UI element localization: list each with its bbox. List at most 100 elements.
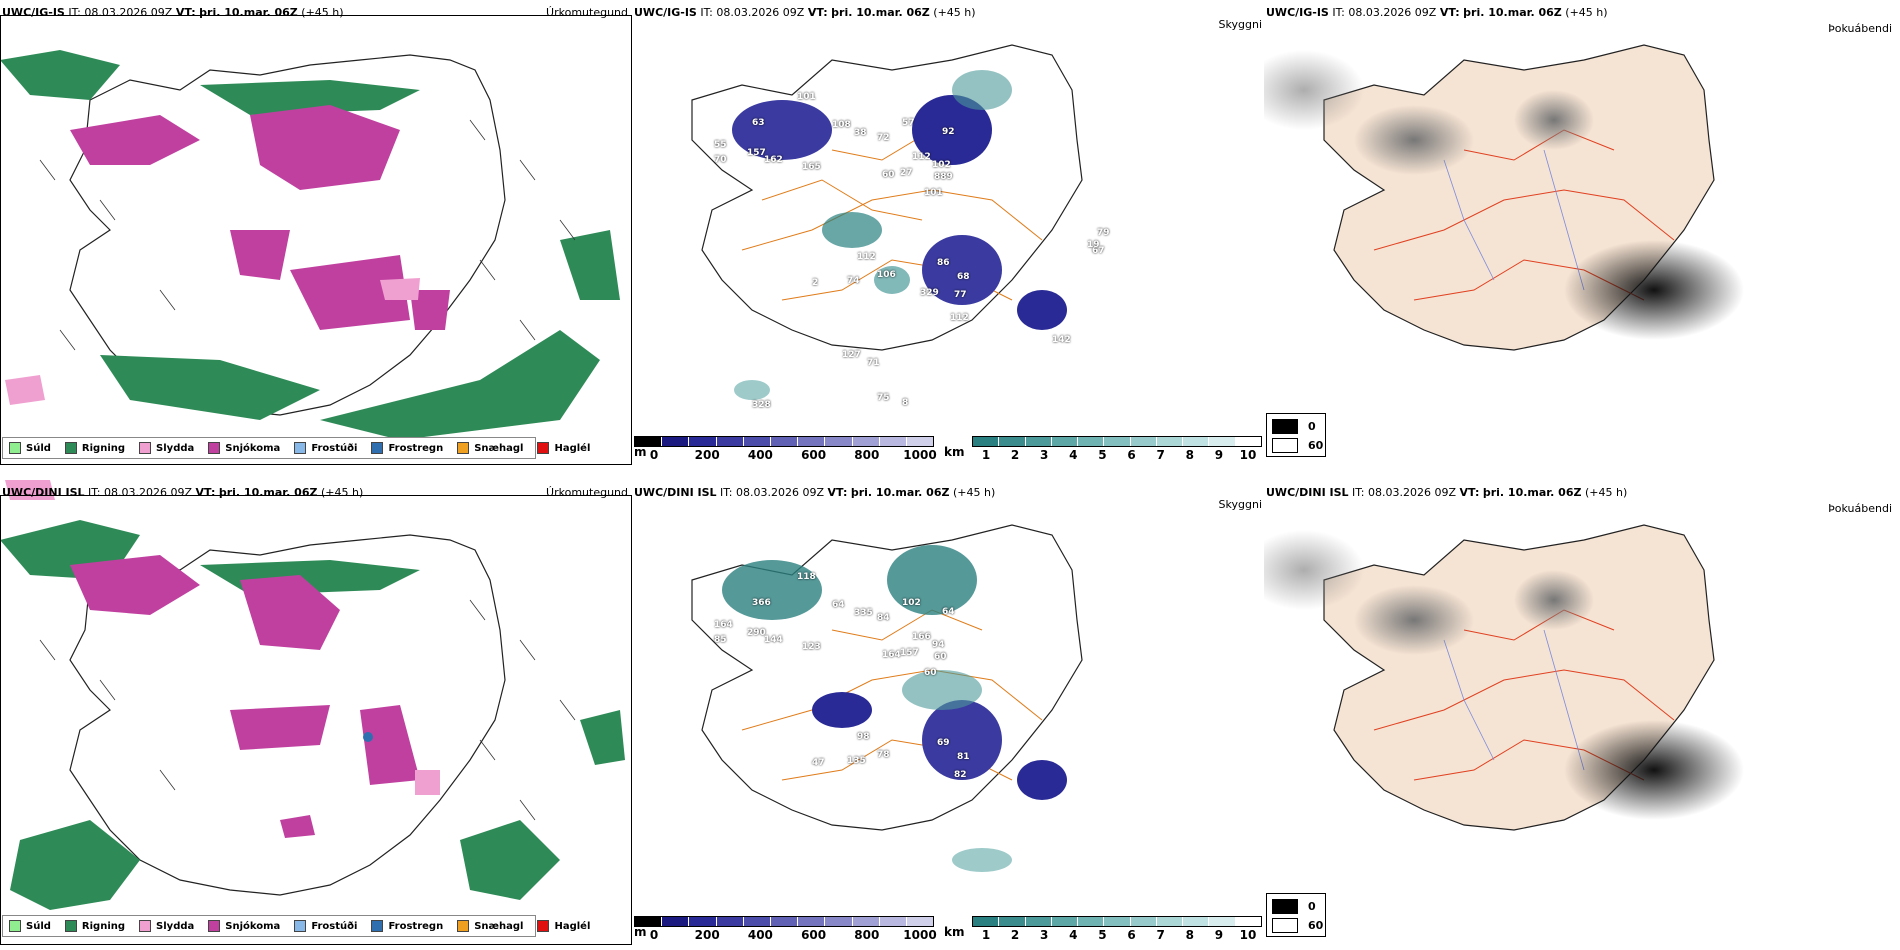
vis-value-label: 2 bbox=[812, 278, 819, 288]
snow-area bbox=[70, 115, 200, 165]
iceland-outline bbox=[69, 534, 506, 896]
scale-tick: 8 bbox=[1185, 448, 1194, 462]
scale-swatch bbox=[1183, 917, 1210, 926]
scale-swatch bbox=[1130, 437, 1157, 446]
legend-swatch bbox=[64, 442, 77, 454]
scale-tick: 7 bbox=[1156, 448, 1165, 462]
vis-value-label: 889 bbox=[934, 172, 953, 182]
cloud-legend-label: 60 bbox=[1308, 439, 1324, 452]
scale-swatch bbox=[973, 437, 1000, 446]
scale-swatch bbox=[743, 917, 771, 926]
scale-swatch bbox=[999, 917, 1026, 926]
scale-swatch bbox=[1104, 437, 1131, 446]
scale-swatch bbox=[852, 917, 880, 926]
scale-tick: 800 bbox=[854, 448, 880, 462]
legend-label: Slydda bbox=[156, 442, 195, 454]
scale-tick: 0 bbox=[649, 928, 659, 942]
vis-value-label: 79 bbox=[1097, 228, 1110, 238]
scale-swatch bbox=[770, 437, 799, 446]
vis-value-label: 108 bbox=[832, 120, 851, 130]
cloud-legend-row: 0 bbox=[1272, 899, 1316, 914]
vis-value-label: 164 bbox=[714, 620, 733, 630]
scale-swatch bbox=[1235, 437, 1261, 446]
precip-header: UWC/IG-IS IT: 08.03.2026 09Z VT: þri. 10… bbox=[2, 6, 344, 19]
vis-value-label: 71 bbox=[867, 358, 880, 368]
cloud-legend-label: 60 bbox=[1308, 919, 1324, 932]
scale-swatch bbox=[1078, 917, 1105, 926]
rain-area bbox=[10, 820, 140, 910]
scale-swatch bbox=[999, 437, 1026, 446]
legend-label: Snæhagl bbox=[474, 920, 524, 932]
vis-unit: km bbox=[944, 445, 965, 459]
vis-value-label: 8 bbox=[902, 398, 909, 408]
height-unit: m bbox=[634, 925, 647, 939]
scale-tick: 6 bbox=[1127, 928, 1136, 942]
vis-value-label: 77 bbox=[954, 290, 967, 300]
scale-swatch bbox=[1183, 437, 1210, 446]
legend-label: Snæhagl bbox=[474, 442, 524, 454]
scale-swatch bbox=[716, 917, 744, 926]
precip-title: Úrkomutegund bbox=[546, 486, 628, 499]
freezing-rain-spot bbox=[363, 732, 373, 742]
scale-swatch bbox=[689, 917, 717, 926]
scale-tick: 5 bbox=[1098, 448, 1107, 462]
vis-value-label: 102 bbox=[902, 598, 921, 608]
vis-value-label: 123 bbox=[802, 642, 821, 652]
scale-swatch bbox=[1051, 917, 1079, 926]
legend-item: Frostregn bbox=[371, 442, 443, 454]
scale-swatch bbox=[1209, 917, 1236, 926]
cloud-header: UWC/DINI ISL IT: 08.03.2026 09Z VT: þri.… bbox=[1266, 486, 1628, 499]
scale-tick: 200 bbox=[694, 448, 720, 462]
legend-item: Haglél bbox=[537, 920, 590, 932]
scale-tick: 9 bbox=[1214, 928, 1224, 942]
vis-value-label: 101 bbox=[797, 92, 816, 102]
scale-swatch bbox=[1130, 917, 1157, 926]
vis-value-label: 27 bbox=[900, 168, 913, 178]
scale-tick: 200 bbox=[694, 928, 720, 942]
legend-label: Frostregn bbox=[388, 442, 444, 454]
precip-map-top bbox=[0, 50, 620, 440]
fog-area bbox=[1264, 530, 1364, 610]
vis-value-label: 64 bbox=[942, 607, 955, 617]
fog-area bbox=[1514, 570, 1594, 630]
vis-value-label: 57 bbox=[902, 118, 915, 128]
vis-value-label: 142 bbox=[1052, 335, 1071, 345]
vis-value-label: 328 bbox=[752, 400, 771, 410]
scale-swatch bbox=[906, 917, 934, 926]
sleet-area bbox=[380, 278, 420, 300]
legend-label: Slydda bbox=[156, 920, 195, 932]
snow-area bbox=[240, 575, 340, 650]
rain-area bbox=[100, 355, 320, 420]
scale-tick: 4 bbox=[1069, 448, 1078, 462]
legend-item: Frostúði bbox=[294, 920, 357, 932]
vis-value-label: 157 bbox=[747, 148, 766, 158]
rain-area bbox=[200, 80, 420, 115]
vis-scale: 1 2 3 4 5 6 7 8 9 10 bbox=[972, 436, 1262, 462]
legend-swatch bbox=[457, 442, 470, 454]
legend-item: Snæhagl bbox=[457, 442, 523, 454]
iceland-outline bbox=[691, 524, 1083, 831]
legend-item: Slydda bbox=[139, 442, 194, 454]
vis-value-label: 329 bbox=[920, 288, 939, 298]
cloud-legend-row: 60 bbox=[1272, 438, 1323, 453]
scale-tick: 0 bbox=[649, 448, 659, 462]
scale-swatch bbox=[879, 437, 907, 446]
vis-value-label: 165 bbox=[802, 162, 821, 172]
cloud-legend-row: 0 bbox=[1272, 419, 1316, 434]
scale-tick: 600 bbox=[801, 928, 827, 942]
vis-value-label: 67 bbox=[1092, 246, 1105, 256]
scale-tick: 10 bbox=[1239, 448, 1257, 462]
vis-value-label: 72 bbox=[877, 133, 890, 143]
legend-label: Súld bbox=[26, 442, 51, 454]
scale-tick: 4 bbox=[1069, 928, 1078, 942]
scale-tick: 9 bbox=[1214, 448, 1224, 462]
scale-tick: 1 bbox=[981, 928, 991, 942]
scale-swatch bbox=[1104, 917, 1131, 926]
vis-value-label: 112 bbox=[857, 252, 876, 262]
legend-item: Súld bbox=[9, 920, 51, 932]
scale-tick: 1000 bbox=[903, 448, 937, 462]
cloud-legend-label: 0 bbox=[1308, 420, 1316, 433]
rain-area bbox=[320, 330, 600, 440]
precip-map-bottom bbox=[0, 480, 625, 910]
cloud-legend-swatch bbox=[1272, 419, 1298, 434]
